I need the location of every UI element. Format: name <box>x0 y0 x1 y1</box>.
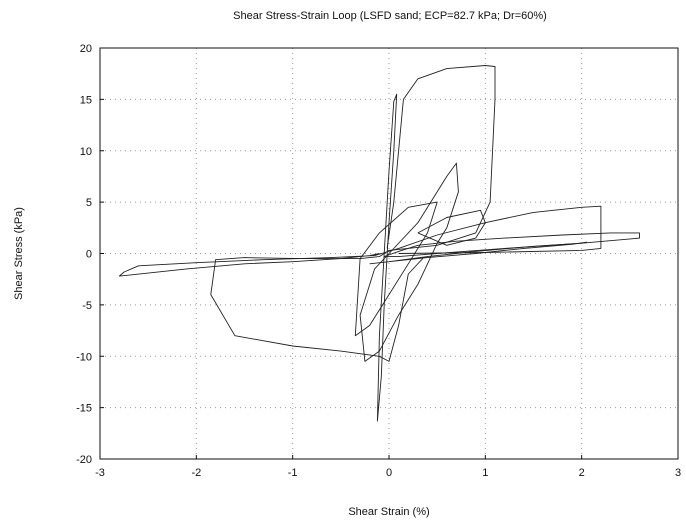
x-tick-label: 3 <box>675 467 681 479</box>
chart-title: Shear Stress-Strain Loop (LSFD sand; ECP… <box>233 10 547 22</box>
x-tick-label: 2 <box>579 467 585 479</box>
series-line-5 <box>376 93 398 422</box>
y-tick-label: 15 <box>80 94 92 106</box>
series-line-3 <box>384 232 640 258</box>
y-tick-label: 20 <box>80 43 92 55</box>
series-layer <box>118 65 640 422</box>
series-line-2 <box>118 205 602 277</box>
x-axis-label: Shear Strain (%) <box>348 506 429 518</box>
series-line-4 <box>359 162 459 362</box>
x-tick-label: -3 <box>95 467 105 479</box>
series-line-6 <box>369 241 587 265</box>
y-tick-label: 0 <box>86 249 92 261</box>
series-line-7 <box>354 201 438 337</box>
x-tick-label: 0 <box>386 467 392 479</box>
y-tick-label: -10 <box>76 351 92 363</box>
x-tick-label: -1 <box>288 467 298 479</box>
y-tick-label: 10 <box>80 146 92 158</box>
y-tick-label: -5 <box>82 300 92 312</box>
x-tick-label: -2 <box>191 467 201 479</box>
y-axis-label: Shear Stress (kPa) <box>13 207 25 300</box>
y-tick-label: 5 <box>86 197 92 209</box>
y-tick-label: -15 <box>76 403 92 415</box>
y-tick-label: -20 <box>76 454 92 466</box>
series-line-8 <box>417 209 486 246</box>
series-line-1 <box>210 65 496 362</box>
x-tick-label: 1 <box>482 467 488 479</box>
